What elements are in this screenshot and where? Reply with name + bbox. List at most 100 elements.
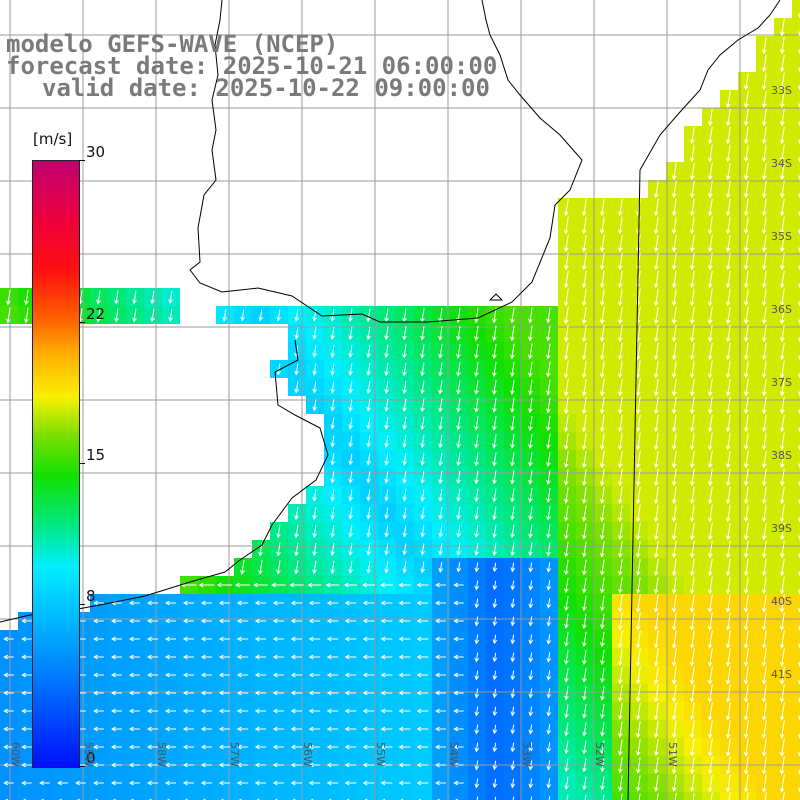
wind-arrow	[492, 670, 498, 681]
wind-cell	[18, 792, 36, 800]
latitude-label: 37S	[771, 376, 792, 389]
wind-arrow	[312, 363, 317, 376]
wind-arrow	[689, 342, 695, 361]
wind-arrow	[564, 523, 569, 540]
wind-arrow	[653, 198, 659, 217]
wind-cell	[792, 504, 800, 522]
wind-arrow	[546, 562, 552, 573]
wind-arrow	[707, 108, 713, 127]
wind-arrow	[290, 636, 303, 642]
wind-arrow	[743, 594, 749, 613]
wind-arrow	[761, 36, 767, 55]
wind-arrow	[548, 796, 551, 800]
wind-arrow	[276, 560, 281, 575]
wind-arrow	[707, 414, 713, 433]
wind-arrow	[707, 774, 713, 793]
wind-arrow	[671, 414, 677, 433]
wind-arrow	[653, 594, 659, 613]
wind-arrow	[707, 234, 713, 253]
wind-arrow	[761, 288, 767, 307]
wind-arrow	[707, 126, 713, 145]
wind-arrow	[743, 414, 749, 433]
latitude-label: 33S	[771, 84, 792, 97]
wind-arrow	[254, 744, 267, 750]
wind-arrow	[779, 54, 785, 73]
wind-arrow	[111, 780, 122, 786]
wind-arrow	[308, 600, 321, 606]
wind-arrow	[492, 742, 498, 753]
wind-arrow	[492, 778, 498, 789]
wind-arrow	[3, 690, 14, 696]
wind-arrow	[528, 760, 534, 771]
wind-cell	[486, 792, 504, 800]
longitude-label: 53W	[520, 742, 533, 767]
longitude-label: 52W	[593, 742, 606, 767]
wind-arrow	[635, 559, 641, 576]
wind-arrow	[725, 396, 731, 415]
wind-arrow	[707, 378, 713, 397]
wind-cell	[792, 18, 800, 36]
wind-arrow	[653, 468, 659, 487]
wind-arrow	[779, 126, 785, 145]
wind-arrow	[510, 542, 515, 557]
wind-arrow	[420, 326, 425, 341]
colorbar-tick-label: 0	[86, 749, 96, 767]
wind-arrow	[272, 708, 285, 714]
wind-arrow	[218, 636, 231, 642]
wind-arrow	[164, 780, 177, 786]
colorbar-tick-label: 8	[86, 587, 96, 606]
wind-arrow	[330, 435, 335, 448]
wind-arrow	[366, 489, 371, 502]
wind-arrow	[779, 558, 785, 577]
wind-arrow	[546, 742, 552, 753]
wind-arrow	[600, 577, 605, 594]
wind-arrow	[111, 762, 122, 768]
wind-arrow	[290, 600, 303, 606]
wind-arrow	[653, 216, 659, 235]
wind-arrow	[380, 618, 393, 624]
wind-arrow	[689, 306, 695, 325]
wind-arrow	[254, 780, 267, 786]
wind-arrow	[21, 654, 32, 660]
wind-arrow	[528, 361, 533, 378]
wind-arrow	[599, 216, 605, 235]
wind-arrow	[384, 525, 389, 538]
wind-arrow	[168, 308, 173, 323]
wind-arrow	[348, 471, 353, 484]
wind-arrow	[492, 652, 498, 663]
wind-cell	[792, 144, 800, 162]
wind-arrow	[779, 180, 785, 199]
wind-arrow	[416, 726, 429, 732]
wind-arrow	[366, 326, 371, 341]
wind-arrow	[510, 760, 516, 771]
wind-arrow	[474, 343, 479, 360]
wind-arrow	[671, 324, 677, 343]
wind-arrow	[689, 504, 695, 523]
wind-arrow	[435, 600, 446, 606]
wind-arrow	[689, 198, 695, 217]
wind-arrow	[582, 722, 587, 737]
wind-arrow	[182, 654, 195, 660]
wind-arrow	[617, 504, 623, 523]
wind-arrow	[546, 580, 552, 591]
wind-arrow	[528, 506, 533, 521]
wind-arrow	[779, 162, 785, 181]
wind-cell	[180, 792, 198, 800]
wind-arrow	[182, 762, 195, 768]
wind-arrow	[707, 630, 713, 649]
wind-arrow	[761, 432, 767, 451]
wind-arrow	[617, 378, 623, 397]
wind-arrow	[344, 762, 357, 768]
wind-arrow	[290, 618, 303, 624]
wind-arrow	[707, 522, 713, 541]
wind-arrow	[725, 378, 731, 397]
wind-arrow	[617, 559, 623, 576]
wind-arrow	[617, 612, 623, 631]
wind-arrow	[474, 434, 479, 449]
wind-arrow	[689, 234, 695, 253]
wind-arrow	[761, 108, 767, 127]
wind-cell	[576, 792, 594, 800]
wind-arrow	[528, 433, 533, 450]
wind-cell	[792, 198, 800, 216]
wind-arrow	[617, 594, 623, 613]
